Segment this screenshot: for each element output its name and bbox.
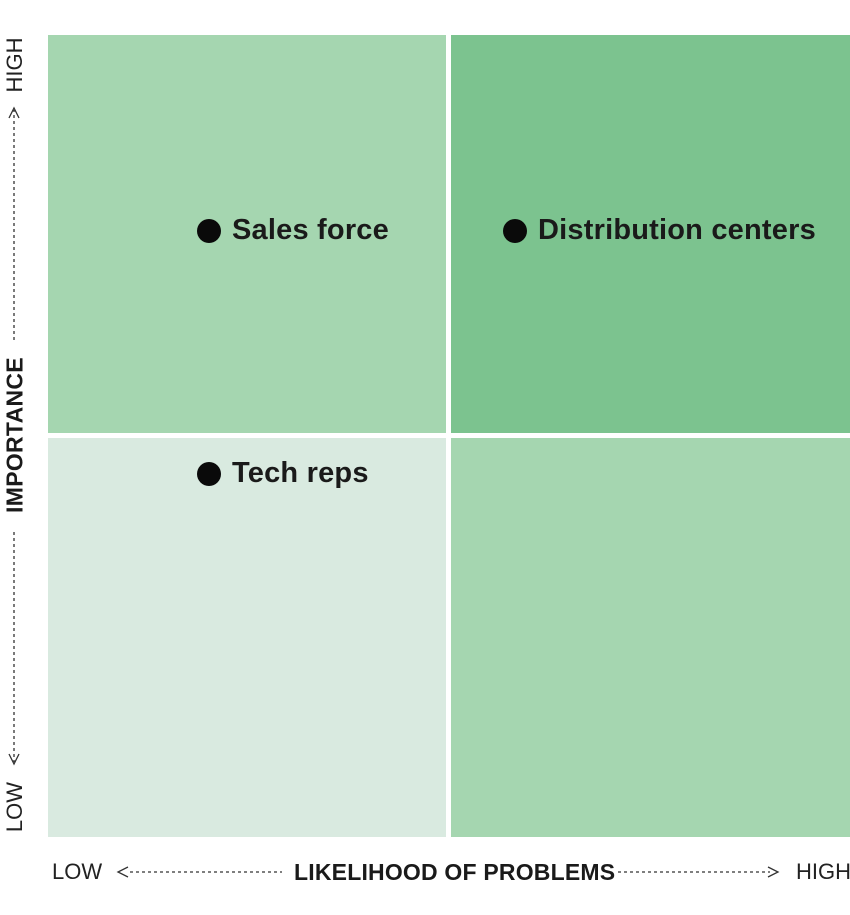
y-axis-title: IMPORTANCE <box>1 357 28 513</box>
item-label: Sales force <box>232 214 389 246</box>
x-axis: LOW LIKELIHOOD OF PROBLEMS HIGH <box>0 855 850 891</box>
marker-dot <box>503 218 527 243</box>
item-label: Tech reps <box>232 457 369 489</box>
item-label: Distribution centers <box>538 214 816 246</box>
marker-dot <box>197 218 221 243</box>
x-axis-high-label: HIGH <box>796 859 850 884</box>
x-axis-low-label: LOW <box>52 859 103 884</box>
y-axis-high-label: HIGH <box>2 37 27 93</box>
y-axis: HIGH IMPORTANCE LOW <box>0 35 30 837</box>
quadrant-top-left <box>48 35 446 433</box>
quadrant-bottom-right <box>451 438 850 837</box>
x-axis-title: LIKELIHOOD OF PROBLEMS <box>294 859 616 885</box>
quadrant-bottom-left <box>48 438 446 837</box>
item-sales-force: Sales force <box>197 214 389 247</box>
y-axis-low-label: LOW <box>2 781 27 833</box>
item-tech-reps: Tech reps <box>197 457 369 490</box>
item-distribution-centers: Distribution centers <box>503 214 816 247</box>
marker-dot <box>197 461 221 486</box>
